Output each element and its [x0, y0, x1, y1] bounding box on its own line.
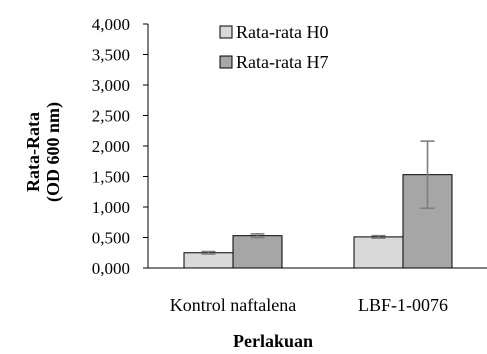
y-tick-label: 2,000	[92, 137, 130, 156]
y-tick-label: 0,000	[92, 259, 130, 278]
y-axis-ticks: 0,000 0,500 1,000 1,500 2,000 2,500 3,000 3,500…	[92, 15, 148, 278]
x-axis-categories: Kontrol naftalena LBF-1-0076	[170, 295, 448, 315]
y-tick-label: 0,500	[92, 229, 130, 248]
legend-label: Rata-rata H0	[236, 22, 328, 42]
x-category-label: Kontrol naftalena	[170, 295, 296, 315]
bar	[183, 252, 234, 269]
y-tick-label: 1,500	[92, 168, 130, 187]
y-tick-label: 3,500	[92, 46, 130, 65]
legend: Rata-rata H0 Rata-rata H7	[219, 22, 328, 72]
y-tick-label: 4,000	[92, 15, 130, 34]
axes	[147, 24, 487, 269]
legend-swatch	[219, 55, 233, 69]
legend-label: Rata-rata H7	[236, 52, 328, 72]
y-axis-title: Rata-Rata (OD 600 nm)	[23, 102, 64, 202]
y-tick-label: 1,000	[92, 198, 130, 217]
y-tick-label: 2,500	[92, 107, 130, 126]
y-axis-title-line1: Rata-Rata	[23, 112, 43, 192]
error-bars	[201, 140, 435, 255]
y-tick-label: 3,000	[92, 76, 130, 95]
y-axis-title-line2: (OD 600 nm)	[43, 102, 64, 202]
bars	[183, 174, 453, 269]
x-axis-title: Perlakuan	[233, 331, 313, 351]
bar	[353, 236, 404, 269]
x-category-label: LBF-1-0076	[358, 295, 448, 315]
legend-swatch	[219, 25, 233, 39]
bar	[232, 235, 283, 269]
